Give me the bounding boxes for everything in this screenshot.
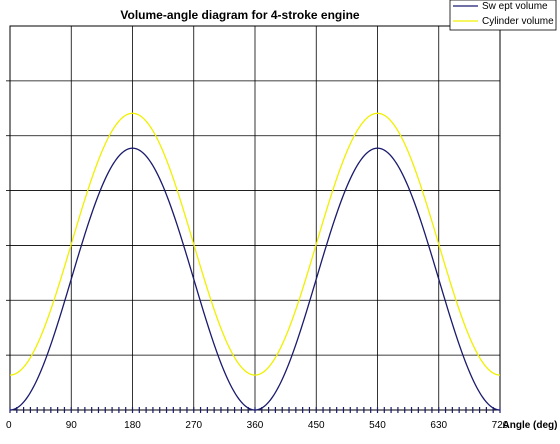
x-axis-label: Angle (deg) <box>503 420 558 431</box>
legend-box <box>449 0 557 31</box>
x-axis-markers <box>9 407 501 413</box>
x-tick-label: 360 <box>247 420 264 431</box>
x-tick-label: 0 <box>6 420 12 431</box>
x-tick-label: 720 <box>492 420 509 431</box>
chart-title: Volume-angle diagram for 4-stroke engine <box>120 8 359 22</box>
series-line-cylinder-volume <box>9 112 501 376</box>
x-tick-label: 450 <box>308 420 325 431</box>
x-tick-label: 90 <box>66 420 78 431</box>
legend-label-cylinder: Cylinder volume <box>482 16 554 27</box>
legend-label-swept: Sw ept volume <box>482 1 548 12</box>
x-tick-labels: 0 90 180 270 360 450 540 630 720 <box>6 420 509 431</box>
x-tick-label: 180 <box>124 420 141 431</box>
x-tick-label: 540 <box>369 420 386 431</box>
legend: Sw ept volume Cylinder volume <box>449 0 557 31</box>
grid-lines <box>6 25 501 411</box>
x-tick-label: 270 <box>185 420 202 431</box>
x-tick-label: 630 <box>430 420 447 431</box>
